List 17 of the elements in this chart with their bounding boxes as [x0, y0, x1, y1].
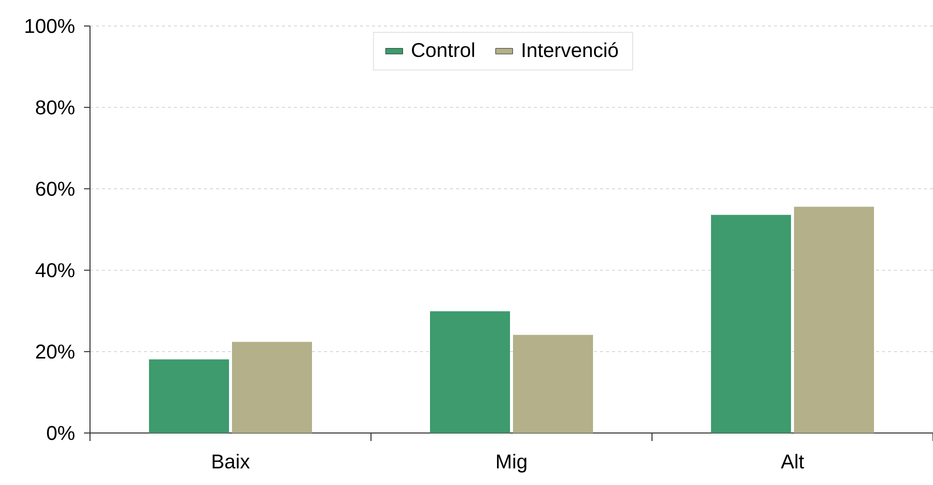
bar — [430, 311, 510, 434]
y-tick-label: 80% — [36, 100, 74, 114]
legend-label: Control — [412, 42, 474, 58]
x-tick-label: Alt — [780, 454, 804, 469]
y-tick-label: 100% — [26, 18, 74, 34]
bar — [513, 334, 594, 434]
bar — [149, 359, 230, 434]
y-tick-label: 20% — [36, 344, 74, 359]
y-tick-label: 40% — [36, 263, 74, 278]
y-tick-label: 0% — [47, 426, 74, 440]
bar — [794, 206, 874, 434]
legend-label: Intervenció — [522, 42, 618, 58]
x-tick-label: Mig — [497, 454, 526, 473]
bar — [711, 214, 792, 434]
x-tick-label: Baix — [212, 454, 250, 469]
bar — [232, 342, 312, 434]
y-tick-label: 60% — [36, 182, 74, 196]
